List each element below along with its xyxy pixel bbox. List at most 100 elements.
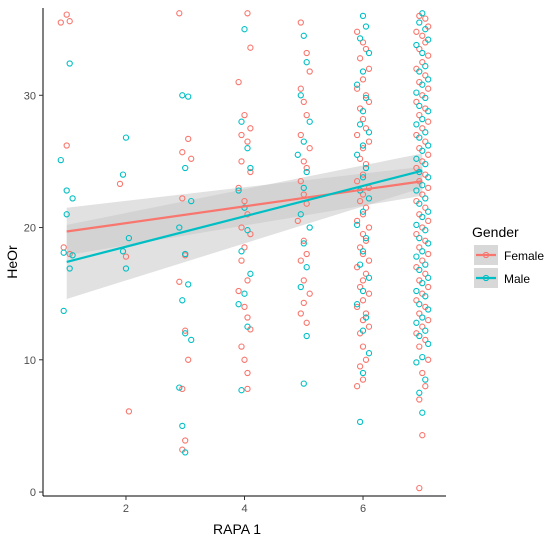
legend-title: Gender <box>472 224 519 240</box>
data-point-male <box>413 287 420 295</box>
data-point-male <box>63 187 70 194</box>
data-point-male <box>425 240 432 247</box>
data-point-female <box>419 125 426 132</box>
data-point-female <box>303 319 310 326</box>
data-point-female <box>294 217 301 225</box>
data-point-male <box>416 234 423 242</box>
legend-label-male: Male <box>504 272 530 286</box>
data-point-female <box>353 383 361 390</box>
data-point-male <box>422 160 429 168</box>
data-point-female <box>416 111 423 119</box>
data-point-male <box>179 297 186 304</box>
data-point-female <box>241 111 248 119</box>
y-axis-title: HeOr <box>4 245 20 279</box>
data-point-female <box>416 484 423 492</box>
data-point-male <box>359 174 367 181</box>
data-point-male <box>419 353 426 361</box>
data-point-female <box>66 250 73 258</box>
data-point-male <box>235 187 242 194</box>
data-point-male <box>416 332 423 340</box>
data-point-female <box>365 224 373 231</box>
data-point-female <box>359 115 367 123</box>
data-point-female <box>353 131 361 139</box>
data-point-female <box>241 244 248 251</box>
data-point-male <box>300 380 307 387</box>
data-point-female <box>185 135 192 143</box>
data-point-male <box>422 129 429 136</box>
data-point-male <box>356 418 364 426</box>
data-point-female <box>238 131 245 139</box>
data-point-female <box>353 217 361 225</box>
data-point-male <box>244 145 251 152</box>
data-point-male <box>359 142 367 149</box>
data-point-male <box>362 164 370 172</box>
data-point-female <box>359 171 367 178</box>
data-point-female <box>238 224 245 231</box>
data-point-male <box>425 340 432 348</box>
data-point-male <box>300 184 307 192</box>
data-point-male <box>416 301 423 308</box>
data-point-female <box>416 45 423 53</box>
data-point-female <box>419 432 426 439</box>
data-point-female <box>179 149 186 156</box>
data-point-male <box>66 265 73 272</box>
data-point-male <box>119 248 127 255</box>
data-point-male <box>419 182 426 189</box>
data-point-male <box>362 234 370 242</box>
data-point-female <box>359 145 367 152</box>
data-point-male <box>122 265 130 272</box>
data-point-male <box>241 26 248 33</box>
data-point-female <box>238 158 245 165</box>
data-point-female <box>359 297 367 304</box>
data-point-female <box>241 356 248 363</box>
data-point-male <box>359 208 367 215</box>
data-point-male <box>413 121 420 128</box>
data-point-male <box>359 327 367 334</box>
data-point-female <box>356 197 364 205</box>
data-point-male <box>425 76 432 83</box>
data-point-female <box>303 111 310 119</box>
data-point-male <box>365 274 373 281</box>
legend-label-female: Female <box>504 249 544 263</box>
data-point-female <box>413 98 420 106</box>
data-point-male <box>422 327 429 334</box>
data-point-male <box>303 59 310 66</box>
data-point-female <box>422 138 429 145</box>
data-point-male <box>419 279 426 287</box>
data-point-male <box>238 387 245 394</box>
data-point-female <box>425 250 432 258</box>
data-point-female <box>365 98 373 106</box>
data-point-female <box>359 39 367 46</box>
data-point-female <box>297 257 304 264</box>
data-point-female <box>416 244 423 251</box>
data-point-male <box>422 195 429 202</box>
data-point-male <box>353 301 361 308</box>
data-point-male <box>182 250 189 258</box>
data-point-female <box>356 155 364 162</box>
data-point-male <box>306 224 313 231</box>
data-point-male <box>69 252 76 259</box>
data-point-male <box>244 323 251 330</box>
data-point-male <box>182 164 189 172</box>
data-point-male <box>365 49 373 57</box>
data-point-female <box>422 15 429 22</box>
data-point-male <box>300 138 307 145</box>
data-point-female <box>66 18 73 25</box>
trend-line-female <box>66 180 423 233</box>
data-point-male <box>413 89 420 96</box>
data-point-male <box>422 63 429 70</box>
data-point-female <box>306 145 313 152</box>
x-axis-title: RAPA 1 <box>213 521 261 537</box>
data-point-female <box>306 68 313 75</box>
data-point-male <box>182 449 189 456</box>
data-point-female <box>356 244 364 251</box>
data-point-female <box>416 310 423 317</box>
data-point-female <box>422 72 429 79</box>
data-point-female <box>63 11 70 18</box>
data-point-female <box>185 356 192 363</box>
data-point-female <box>300 158 307 165</box>
data-point-female <box>179 195 186 202</box>
legend-key-point-female <box>482 251 490 259</box>
data-point-female <box>422 204 429 211</box>
data-point-female <box>425 151 432 158</box>
